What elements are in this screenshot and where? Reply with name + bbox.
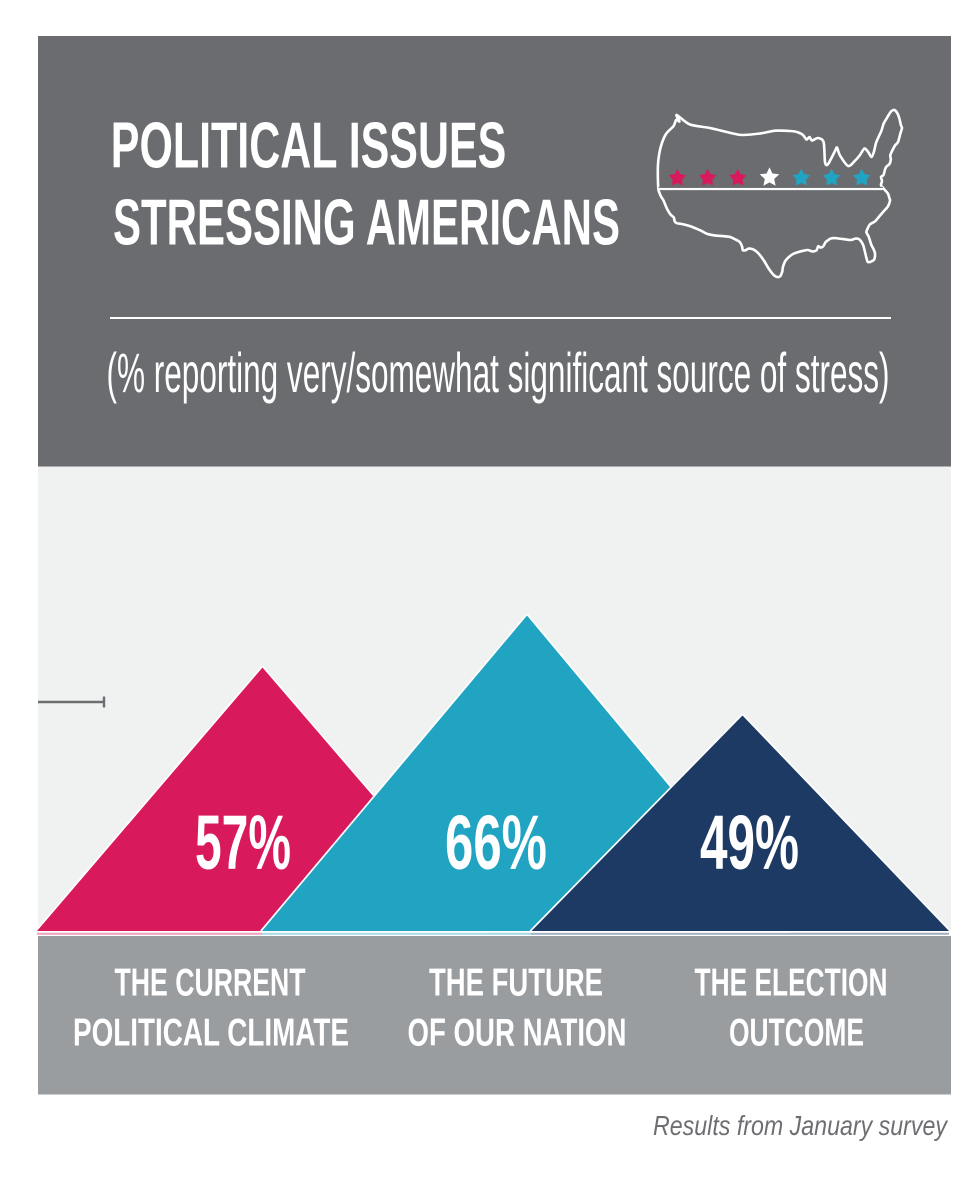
svg-text:OF OUR NATION: OF OUR NATION (408, 1012, 627, 1055)
svg-text:OUTCOME: OUTCOME (729, 1012, 864, 1055)
svg-text:POLITICAL ISSUES: POLITICAL ISSUES (111, 109, 507, 181)
svg-text:STRESSING AMERICANS: STRESSING AMERICANS (113, 186, 620, 258)
svg-text:THE ELECTION: THE ELECTION (695, 962, 888, 1005)
svg-text:THE CURRENT: THE CURRENT (115, 962, 306, 1005)
svg-text:Results from January survey: Results from January survey (653, 1110, 949, 1141)
svg-text:POLITICAL CLIMATE: POLITICAL CLIMATE (73, 1012, 349, 1055)
svg-text:49%: 49% (700, 800, 799, 886)
svg-text:57%: 57% (195, 800, 291, 886)
svg-text:THE FUTURE: THE FUTURE (429, 962, 603, 1005)
svg-text:66%: 66% (445, 800, 547, 886)
svg-text:(% reporting very/somewhat sig: (% reporting very/somewhat significant s… (107, 341, 890, 404)
